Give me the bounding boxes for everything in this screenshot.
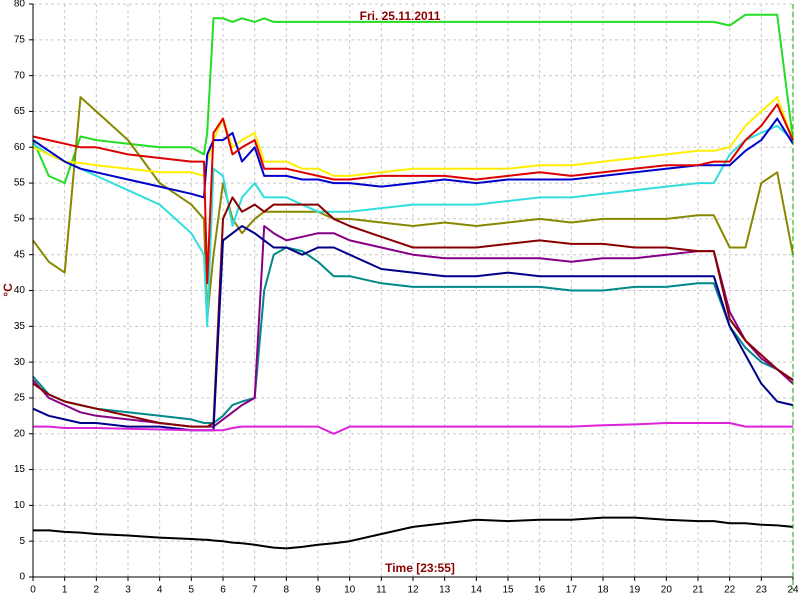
series-line [32, 117, 794, 199]
x-tick-label: 6 [220, 585, 226, 596]
x-tick-label: 14 [471, 585, 483, 596]
x-tick-label: 23 [756, 585, 768, 596]
x-tick-label: 22 [724, 585, 736, 596]
series-line [33, 516, 794, 550]
y-tick-label: 55 [14, 178, 26, 189]
x-tick-label: 20 [661, 585, 673, 596]
y-tick-label: 20 [14, 428, 26, 439]
y-tick-label: 40 [14, 285, 26, 296]
y-tick-label: 35 [14, 321, 26, 332]
series-line [33, 422, 793, 435]
x-axis-label: Time [23:55] [385, 561, 455, 575]
y-tick-label: 80 [14, 0, 26, 10]
y-tick-label: 50 [14, 214, 26, 225]
y-tick-label: 5 [19, 536, 25, 547]
x-tick-label: 9 [315, 585, 321, 596]
y-tick-label: 60 [14, 142, 26, 153]
x-tick-label: 15 [502, 585, 514, 596]
series-line [32, 96, 794, 177]
y-tick-label: 0 [19, 572, 25, 583]
x-tick-label: 21 [692, 585, 704, 596]
x-tick-label: 7 [252, 585, 258, 596]
series-line [32, 225, 794, 432]
y-axis-label: °C [1, 283, 15, 297]
series-line [32, 196, 794, 428]
x-tick-label: 2 [94, 585, 100, 596]
y-tick-label: 25 [14, 393, 26, 404]
series-line [32, 246, 794, 424]
plot-lines [32, 13, 794, 550]
y-tick-label: 75 [14, 34, 26, 45]
x-tick-label: 11 [376, 585, 387, 596]
x-tick-label: 0 [30, 585, 36, 596]
x-tick-label: 13 [439, 585, 451, 596]
x-tick-label: 17 [566, 585, 578, 596]
y-tick-label: 15 [14, 464, 26, 475]
y-tick-label: 45 [14, 249, 26, 260]
y-tick-label: 65 [14, 106, 26, 117]
x-tick-label: 10 [344, 585, 356, 596]
chart-title: Fri. 25.11.2011 [360, 9, 441, 23]
y-tick-label: 10 [14, 500, 26, 511]
x-tick-label: 12 [407, 585, 419, 596]
x-tick-label: 1 [62, 585, 68, 596]
x-tick-label: 18 [597, 585, 609, 596]
y-tick-label: 70 [14, 70, 26, 81]
x-tick-label: 19 [629, 585, 641, 596]
series-line [32, 103, 794, 285]
x-tick-label: 16 [534, 585, 546, 596]
y-tick-label: 30 [14, 357, 26, 368]
x-tick-label: 5 [189, 585, 195, 596]
series-line [32, 124, 794, 328]
x-tick-label: 3 [125, 585, 131, 596]
x-tick-label: 8 [284, 585, 290, 596]
series-line [32, 13, 794, 185]
x-tick-label: 4 [157, 585, 163, 596]
x-tick-label: 24 [787, 585, 799, 596]
